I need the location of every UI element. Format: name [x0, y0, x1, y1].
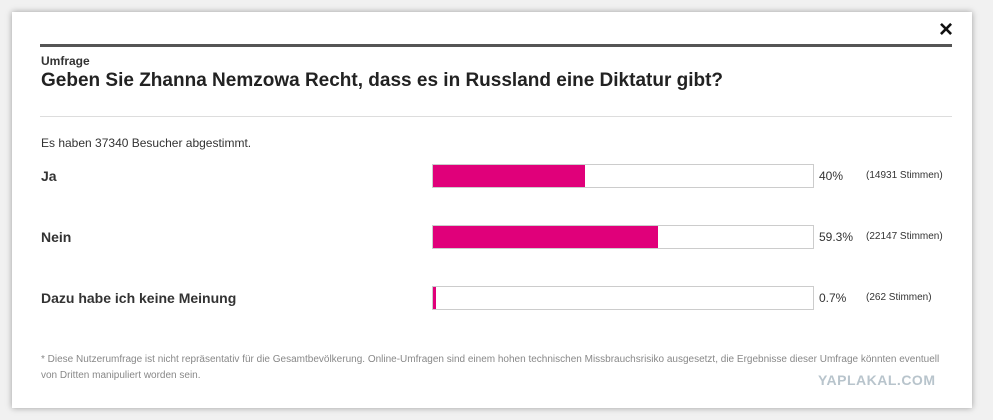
bar — [433, 226, 659, 248]
vote-count: (14931 Stimmen) — [866, 170, 943, 181]
kicker: Umfrage — [41, 54, 90, 68]
poll-title: Geben Sie Zhanna Nemzowa Recht, dass es … — [41, 70, 724, 91]
vote-count: (22147 Stimmen) — [866, 231, 943, 242]
bar — [433, 165, 585, 187]
bar — [433, 287, 436, 309]
close-button[interactable]: × — [939, 16, 954, 43]
watermark: YAPLAKAL.COM — [818, 372, 936, 388]
option-label: Nein — [41, 229, 72, 245]
summary: Es haben 37340 Besucher abgestimmt. — [41, 136, 252, 150]
option-label: Ja — [41, 168, 57, 184]
bar-track — [432, 164, 814, 188]
option-label: Dazu habe ich keine Meinung — [41, 290, 237, 306]
divider — [40, 116, 952, 117]
divider — [40, 44, 952, 47]
percent-label: 59.3% — [819, 230, 854, 244]
footnote: * Diese Nutzerumfrage ist nicht repräsen… — [41, 354, 940, 381]
bar-track — [432, 286, 814, 310]
percent-label: 0.7% — [819, 291, 847, 305]
vote-count: (262 Stimmen) — [866, 292, 932, 303]
bar-track — [432, 225, 814, 249]
poll-dialog: × Umfrage Geben Sie Zhanna Nemzowa Recht… — [12, 12, 972, 408]
percent-label: 40% — [819, 169, 844, 183]
